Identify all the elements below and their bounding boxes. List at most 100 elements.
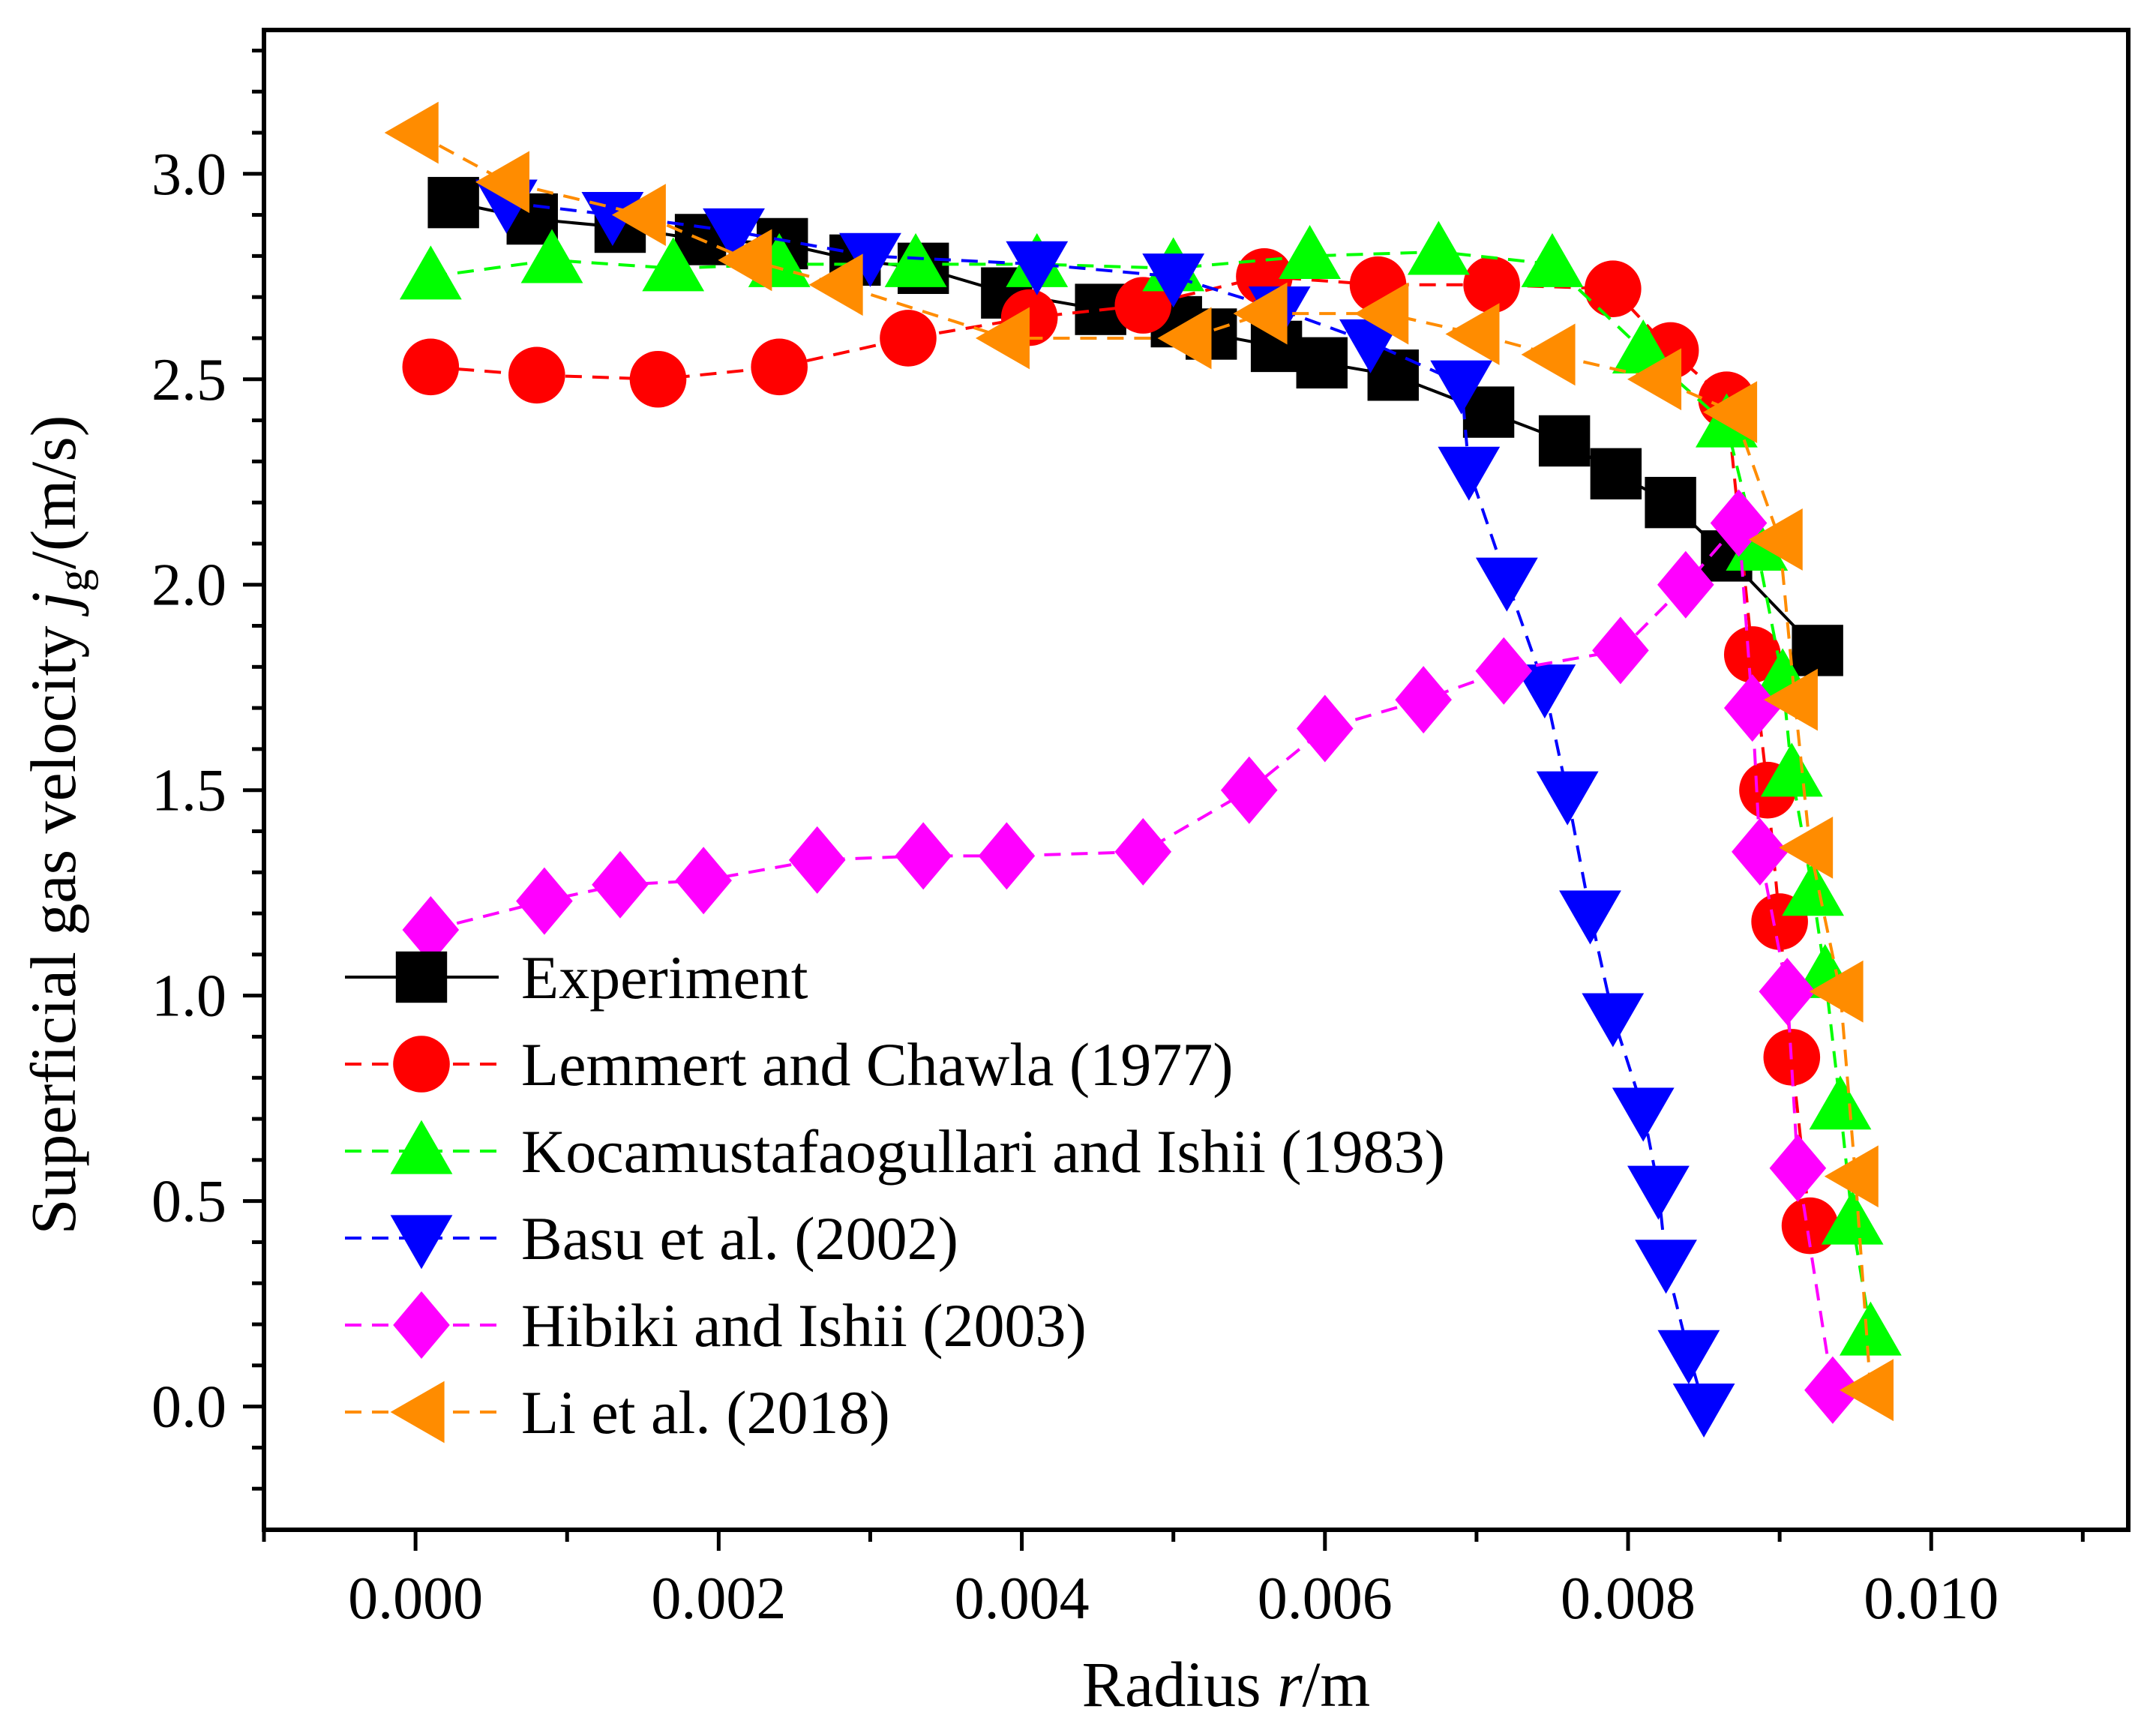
series-4-point-19	[1657, 1330, 1720, 1384]
series-4-point-6	[1142, 253, 1205, 308]
x-tick-label-2: 0.002	[651, 1566, 786, 1632]
series-2-point-3	[629, 350, 687, 408]
series-4-point-18	[1635, 1240, 1697, 1294]
x-axis-title-suffix: /m	[1303, 1648, 1371, 1718]
series-6-point-8	[1233, 282, 1288, 345]
x-axis-title-prefix: Radius	[1082, 1648, 1277, 1718]
series-5-point-20	[1804, 1356, 1861, 1424]
legend-item-1: Experiment	[345, 943, 808, 1012]
series-6-point-2	[475, 151, 529, 214]
series-2-point-4	[751, 338, 808, 396]
plot-layer	[384, 101, 1902, 1438]
x-tick-label-3: 0.004	[955, 1566, 1090, 1632]
legend-item-2: Lemmert and Chawla (1977)	[345, 1030, 1234, 1099]
series-6-point-12	[1627, 348, 1682, 411]
series-5-point-11	[1395, 666, 1452, 734]
series-4-point-8	[1339, 319, 1402, 373]
series-6-point-19	[1840, 1359, 1894, 1422]
series-5-point-18	[1759, 958, 1816, 1026]
legend-marker-6	[390, 1381, 445, 1444]
series-5-point-6	[895, 822, 952, 890]
series-5-point-15	[1710, 489, 1768, 557]
series-6-point-3	[611, 184, 666, 246]
series-5-point-19	[1769, 1134, 1827, 1202]
legend-item-6: Li et al. (2018)	[345, 1378, 890, 1447]
series-4-point-12	[1513, 664, 1576, 719]
series-1-point-17	[1590, 448, 1642, 499]
x-axis-title-var: r	[1277, 1648, 1303, 1718]
series-3-point-19	[1821, 1190, 1884, 1245]
series-3-point-9	[1407, 220, 1470, 275]
series-6	[384, 101, 1894, 1422]
series-3-point-10	[1521, 232, 1584, 287]
series-6-point-16	[1779, 817, 1834, 879]
series-5-point-14	[1657, 550, 1714, 619]
series-5-point-4	[675, 847, 732, 915]
series-5-point-17	[1732, 817, 1789, 886]
series-5-point-9	[1220, 756, 1278, 824]
series-3-point-1	[399, 245, 462, 300]
y-tick-label-4: 1.5	[151, 758, 226, 824]
y-axis-title: Superficial gas velocity jg/(m/s)	[17, 415, 98, 1235]
legend-label-6: Li et al. (2018)	[521, 1378, 890, 1447]
series-4-point-16	[1612, 1087, 1675, 1142]
series-2-point-11	[1585, 260, 1642, 318]
legend-label-1: Experiment	[521, 943, 808, 1012]
legend-marker-4	[390, 1215, 453, 1270]
series-3-point-11	[1612, 319, 1675, 373]
y-tick-label-2: 0.5	[151, 1169, 226, 1235]
x-axis-title: Radius r/m	[1082, 1648, 1371, 1718]
legend-marker-3	[390, 1120, 453, 1174]
series-4-point-17	[1627, 1165, 1690, 1220]
legend-marker-5	[393, 1291, 450, 1359]
series-1-point-13	[1296, 337, 1348, 389]
legend-marker-1	[395, 951, 448, 1003]
series-3-point-20	[1840, 1301, 1902, 1356]
series-3-point-16	[1782, 862, 1845, 916]
series-6-point-7	[1157, 307, 1212, 370]
series-6-point-15	[1763, 668, 1818, 731]
series-6-point-17	[1809, 960, 1864, 1023]
series-5-point-8	[1114, 817, 1172, 886]
series-6-point-9	[1354, 282, 1409, 345]
series-6-point-10	[1445, 303, 1500, 365]
series-5-point-2	[516, 867, 573, 935]
series-5	[402, 489, 1861, 1424]
series-4-point-14	[1559, 890, 1621, 945]
series-4-point-2	[581, 191, 644, 246]
series-6-point-11	[1521, 323, 1576, 386]
series-5-point-16	[1723, 674, 1781, 742]
series-3-point-3	[642, 237, 705, 292]
series-4-point-13	[1536, 771, 1599, 826]
series-1-point-1	[427, 176, 479, 229]
series-6-point-1	[384, 101, 439, 164]
series-5-point-3	[592, 850, 649, 919]
x-tick-label-4: 0.006	[1258, 1566, 1393, 1632]
series-4-point-15	[1582, 993, 1645, 1048]
series-6-point-5	[808, 253, 863, 316]
y-tick-label-7: 3.0	[151, 142, 226, 208]
legend-item-4: Basu et al. (2002)	[345, 1204, 958, 1273]
x-tick-label-6: 0.010	[1864, 1566, 1999, 1632]
series-5-point-13	[1592, 616, 1649, 685]
series-5-point-10	[1296, 694, 1354, 763]
series-4-point-4	[839, 232, 901, 287]
series-5-point-12	[1475, 637, 1533, 705]
series-6-point-18	[1824, 1145, 1879, 1208]
series-2-point-1	[402, 338, 460, 396]
series-1-point-16	[1538, 415, 1591, 467]
legend-label-3: Kocamustafaogullari and Ishii (1983)	[521, 1117, 1445, 1186]
series-3-point-18	[1809, 1075, 1872, 1130]
plot-frame	[262, 28, 2131, 1532]
series-3-point-2	[520, 229, 583, 283]
series-6-point-6	[975, 307, 1030, 370]
y-axis-title-sub: g	[49, 569, 98, 592]
series-4-point-10	[1438, 446, 1501, 501]
series-2-point-2	[508, 346, 565, 404]
legend-label-4: Basu et al. (2002)	[521, 1204, 958, 1273]
y-axis-title-suffix: /(m/s)	[17, 415, 89, 569]
series-1-point-20	[1792, 625, 1843, 676]
series-5-point-5	[788, 826, 846, 894]
series-4	[475, 179, 1735, 1438]
